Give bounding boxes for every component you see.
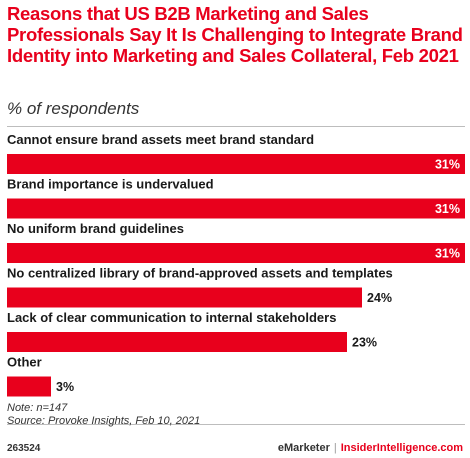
chart-title: Reasons that US B2B Marketing and Sales … [7,3,463,66]
category-label: Lack of clear communication to internal … [7,310,336,325]
bottom-divider [7,424,465,425]
note-text: Note: n=147 [7,402,68,414]
value-label: 23% [352,336,377,350]
bar [7,287,362,308]
category-label: No uniform brand guidelines [7,221,184,236]
bar [7,243,465,263]
category-label: Brand importance is undervalued [7,177,214,192]
chart-id: 263524 [7,443,41,454]
source-text: Source: Provoke Insights, Feb 10, 2021 [7,415,201,427]
bar-chart: Cannot ensure brand assets meet brand st… [7,132,465,397]
category-label: Cannot ensure brand assets meet brand st… [7,132,314,147]
emarketer-logo-text: eMarketer [277,442,330,454]
value-label: 31% [435,202,460,216]
bar [7,198,465,219]
value-label: 31% [435,158,460,172]
bar [7,332,347,352]
category-label: Other [7,355,42,370]
value-label: 31% [435,247,460,261]
bar [7,154,465,174]
value-label: 24% [367,291,392,305]
value-label: 3% [56,380,74,394]
bar [7,376,51,397]
chart-subtitle: % of respondents [7,99,140,118]
footer-separator: | [333,442,337,454]
top-divider [7,126,465,127]
footer-brand: eMarketer | InsiderIntelligence.com [278,442,463,454]
insider-intelligence-link[interactable]: InsiderIntelligence.com [340,442,463,454]
category-label: No centralized library of brand-approved… [7,266,393,281]
